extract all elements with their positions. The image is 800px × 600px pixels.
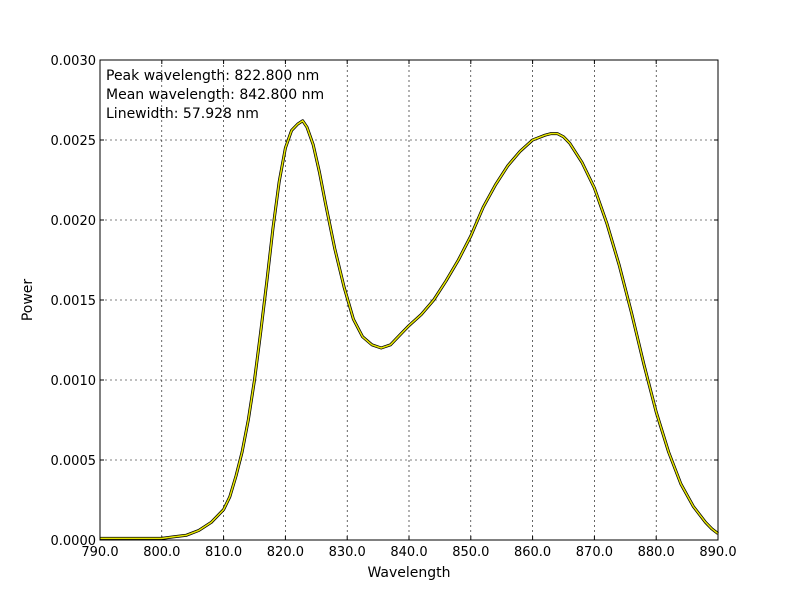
y-tick-label: 0.0025: [51, 134, 97, 149]
mean-wavelength-annotation: Mean wavelength: 842.800 nm: [106, 87, 324, 103]
y-axis-label: Power: [20, 279, 36, 322]
x-tick-label: 810.0: [205, 545, 242, 560]
y-tick-label: 0.0015: [51, 294, 97, 309]
x-tick-label: 830.0: [329, 545, 366, 560]
plot-frame: [99, 59, 719, 541]
x-tick-label: 880.0: [638, 545, 675, 560]
x-tick-label: 850.0: [452, 545, 489, 560]
y-tick-label: 0.0030: [51, 54, 97, 69]
x-tick-label: 890.0: [699, 545, 736, 560]
x-tick-labels: 790.0 800.0 810.0 820.0 830.0 840.0 850.0 860.0…: [81, 545, 736, 560]
linewidth-annotation: Linewidth: 57.928 nm: [106, 106, 259, 122]
grid-lines: [100, 60, 718, 540]
y-tick-label: 0.0005: [51, 454, 97, 469]
x-tick-label: 820.0: [267, 545, 304, 560]
y-tick-label: 0.0000: [51, 534, 97, 549]
x-tick-label: 800.0: [143, 545, 180, 560]
y-tick-labels: 0.0000 0.0005 0.0010 0.0015 0.0020 0.0025 0.00…: [51, 54, 97, 549]
x-axis-label: Wavelength: [367, 565, 450, 581]
spectrum-line: [100, 120, 719, 540]
x-tick-label: 790.0: [81, 545, 118, 560]
x-tick-label: 840.0: [390, 545, 427, 560]
y-tick-label: 0.0020: [51, 214, 97, 229]
peak-wavelength-annotation: Peak wavelength: 822.800 nm: [106, 68, 319, 84]
data-series: [100, 119, 719, 540]
x-tick-label: 860.0: [514, 545, 551, 560]
y-tick-label: 0.0010: [51, 374, 97, 389]
x-tick-label: 870.0: [576, 545, 613, 560]
